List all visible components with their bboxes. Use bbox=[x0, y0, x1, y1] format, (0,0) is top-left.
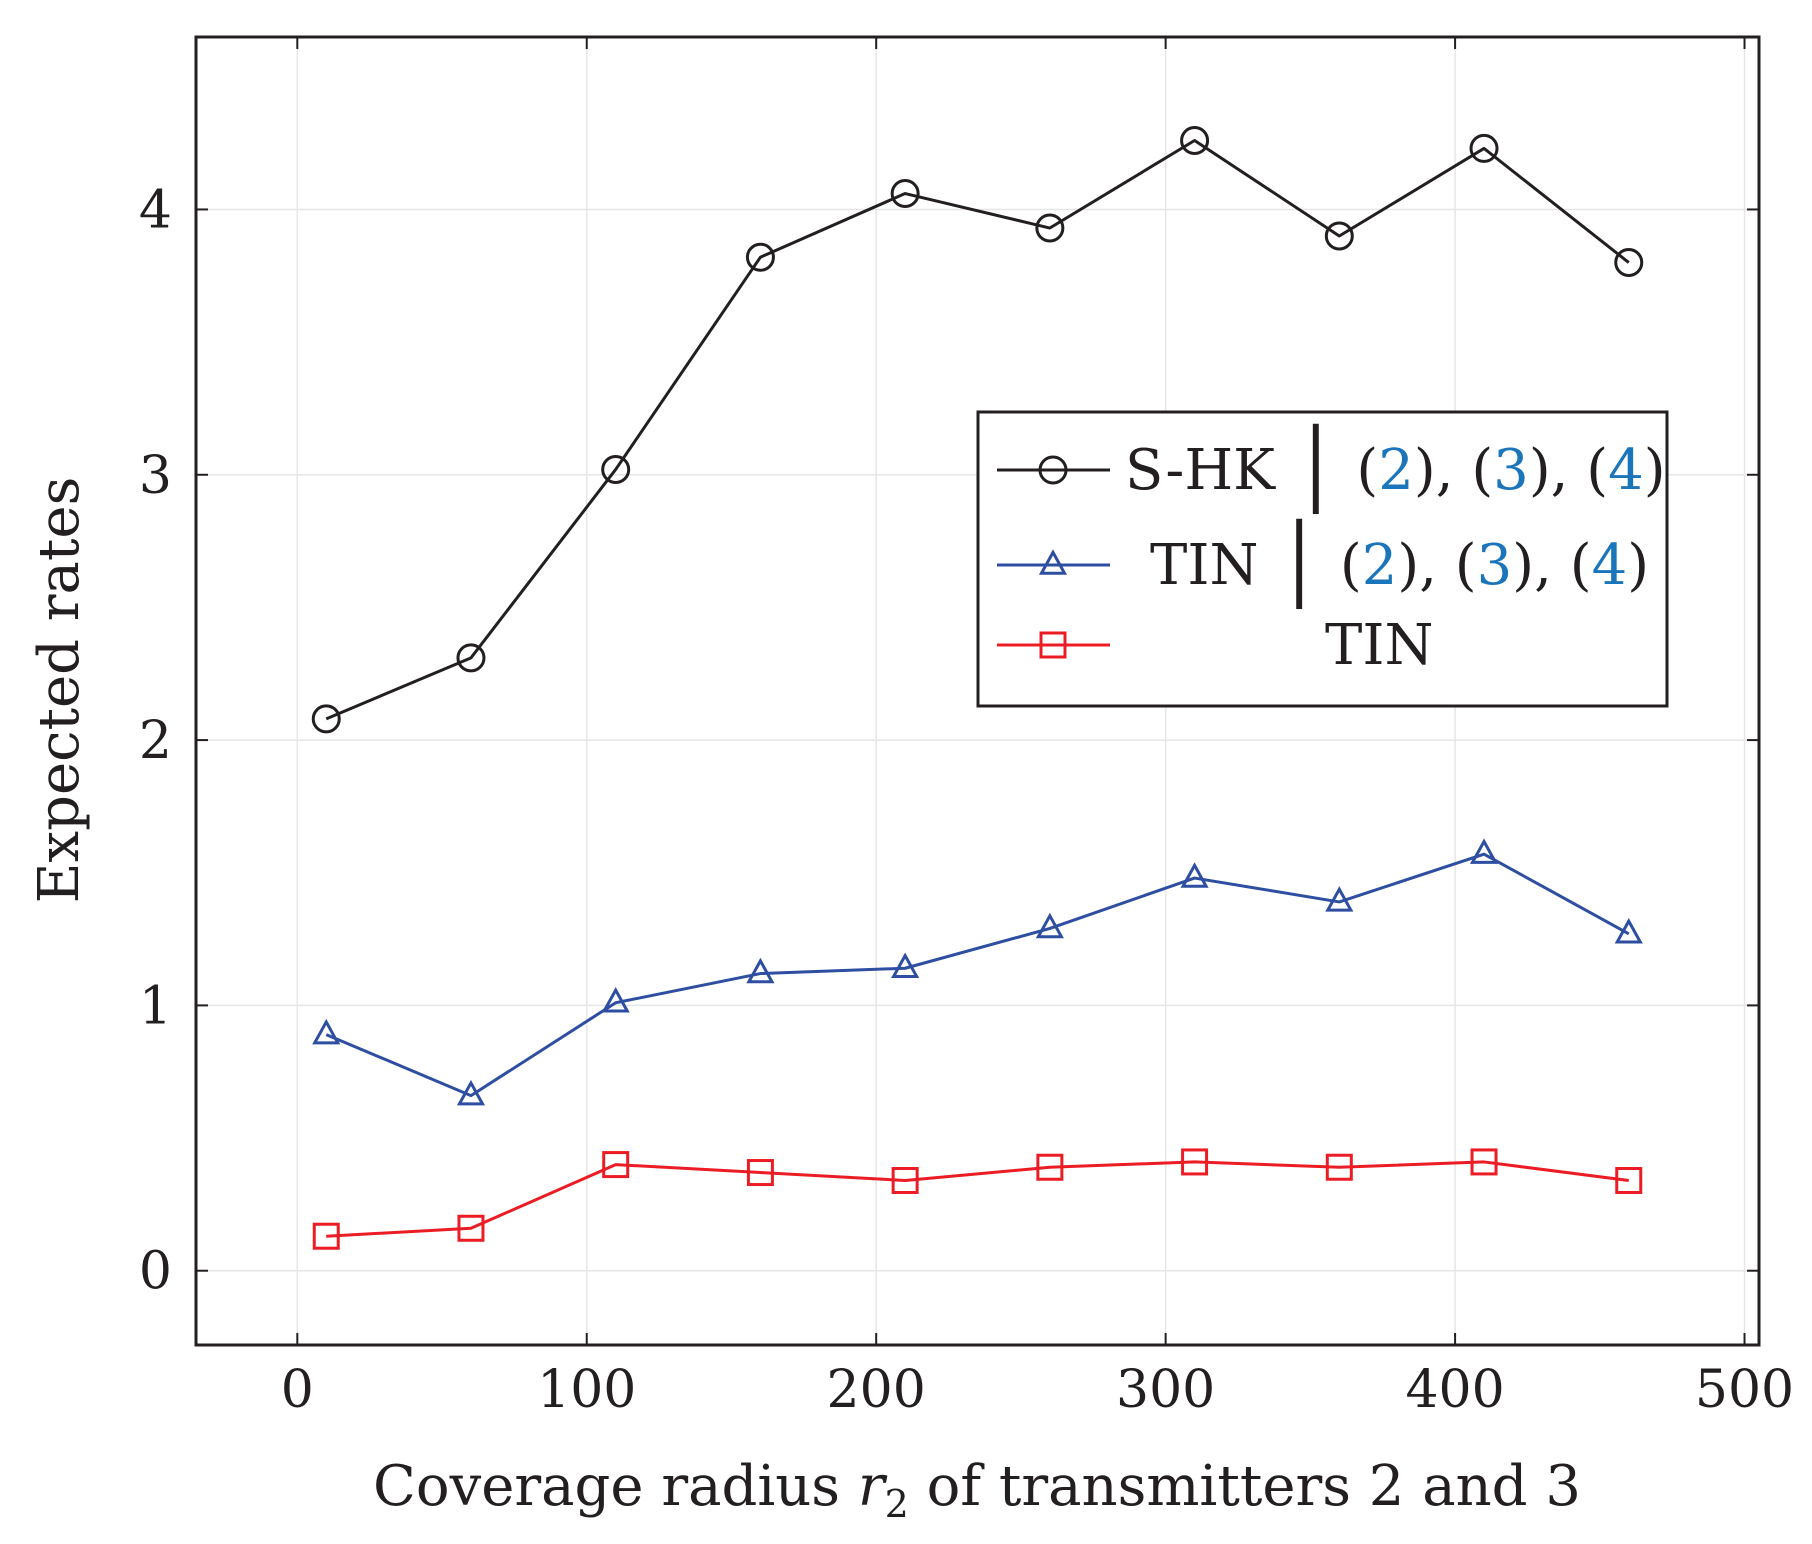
data-point bbox=[1470, 1148, 1498, 1176]
x-tick-label: 200 bbox=[827, 1360, 926, 1420]
tick-labels: 0 100 200 300 400 500 0 1 2 3 4 bbox=[139, 180, 1794, 1420]
x-tick-label: 300 bbox=[1116, 1360, 1215, 1420]
data-point bbox=[891, 952, 920, 979]
axis-ticks bbox=[196, 37, 1759, 1345]
data-point bbox=[602, 1151, 630, 1179]
data-point bbox=[1469, 838, 1499, 864]
x-axis-title: Coverage radius r2 of transmitters 2 and… bbox=[373, 1454, 1581, 1526]
legend-entry-2: TIN bbox=[997, 613, 1433, 678]
data-point bbox=[1614, 248, 1644, 278]
data-point bbox=[311, 704, 341, 734]
series-line bbox=[325, 138, 1630, 721]
data-point bbox=[1035, 912, 1064, 939]
data-point bbox=[746, 1159, 774, 1187]
legend-entry-1: TIN │ (2), (3), (4) bbox=[997, 518, 1649, 609]
series-1 bbox=[312, 838, 1643, 1106]
data-point bbox=[746, 957, 775, 984]
data-point bbox=[1324, 221, 1354, 251]
data-point bbox=[745, 242, 775, 272]
y-tick-label: 4 bbox=[139, 180, 172, 240]
data-point bbox=[1035, 213, 1065, 243]
y-tick-label: 2 bbox=[139, 711, 172, 771]
x-tick-label: 0 bbox=[281, 1360, 314, 1420]
data-point bbox=[1181, 1148, 1209, 1176]
data-point bbox=[1469, 133, 1499, 163]
legend-box bbox=[976, 410, 1669, 708]
data-point bbox=[312, 1222, 340, 1250]
data-point bbox=[457, 1214, 485, 1242]
legend-marker bbox=[1039, 631, 1067, 659]
data-point bbox=[1614, 918, 1643, 944]
data-point bbox=[890, 179, 920, 209]
x-axis-title-suffix: of transmitters 2 and 3 bbox=[909, 1454, 1581, 1519]
series-0 bbox=[311, 125, 1644, 734]
data-point bbox=[1180, 862, 1209, 888]
data-point bbox=[312, 1018, 341, 1045]
x-axis-title-var: r bbox=[858, 1454, 888, 1519]
data-point bbox=[601, 986, 630, 1013]
data-point bbox=[1325, 886, 1354, 912]
legend-label: TIN bbox=[1325, 613, 1433, 678]
series-line bbox=[326, 1160, 1629, 1238]
x-axis-title-prefix: Coverage radius bbox=[373, 1454, 858, 1519]
data-point bbox=[1036, 1153, 1064, 1181]
x-axis-title-sub: 2 bbox=[885, 1482, 909, 1526]
y-tick-label: 3 bbox=[139, 446, 172, 506]
series-2 bbox=[312, 1148, 1643, 1250]
legend-label: S-HK │ (2), (3), (4) bbox=[1125, 423, 1666, 514]
data-point bbox=[891, 1167, 919, 1195]
series-layer bbox=[311, 125, 1644, 1250]
x-tick-label: 100 bbox=[537, 1360, 636, 1420]
legend-label: TIN │ (2), (3), (4) bbox=[1150, 518, 1649, 609]
legend-marker bbox=[1038, 549, 1068, 575]
y-tick-label: 1 bbox=[139, 976, 172, 1036]
plot-frame bbox=[194, 35, 1761, 1347]
data-point bbox=[1180, 125, 1210, 155]
series-line bbox=[325, 852, 1630, 1098]
data-point bbox=[456, 643, 486, 673]
x-tick-label: 400 bbox=[1405, 1360, 1504, 1420]
data-point bbox=[456, 1079, 486, 1106]
data-point bbox=[1615, 1167, 1643, 1195]
data-point bbox=[1325, 1153, 1353, 1181]
legend-marker bbox=[1038, 455, 1068, 485]
legend: S-HK │ (2), (3), (4)TIN │ (2), (3), (4)T… bbox=[976, 410, 1669, 708]
y-tick-label: 0 bbox=[139, 1242, 172, 1302]
data-point bbox=[601, 454, 631, 484]
y-axis-title: Expected rates bbox=[27, 477, 92, 904]
x-tick-label: 500 bbox=[1695, 1360, 1794, 1420]
legend-entry-0: S-HK │ (2), (3), (4) bbox=[997, 423, 1666, 514]
